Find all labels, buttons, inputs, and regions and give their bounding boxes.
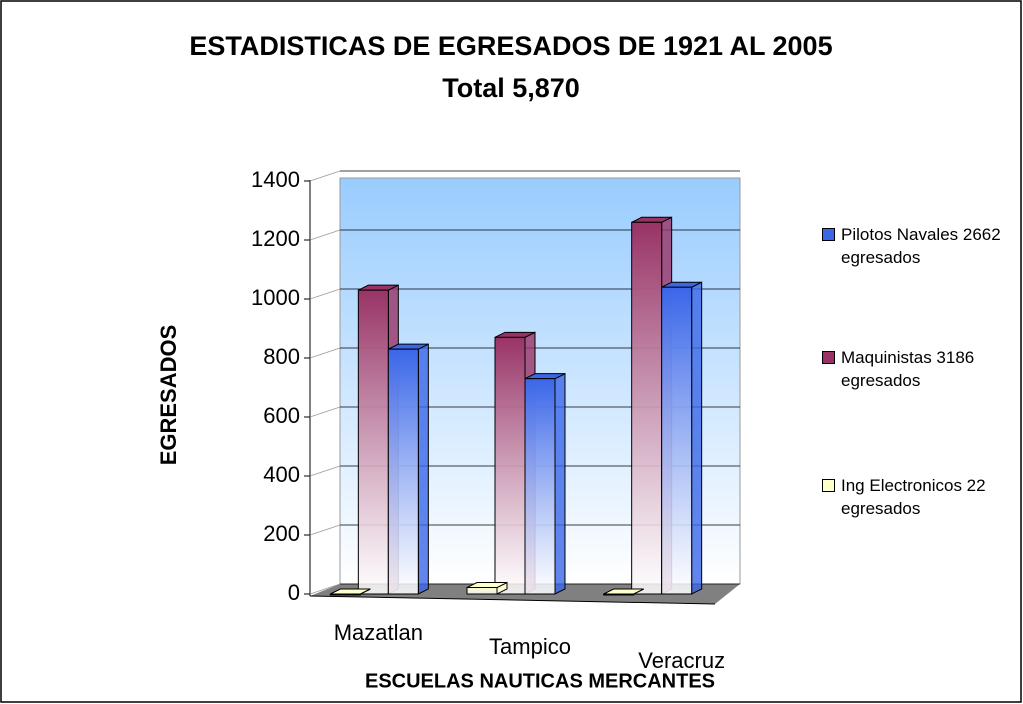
grid-line xyxy=(309,524,341,536)
x-tick-label: Mazatlan xyxy=(334,620,423,645)
x-axis-label: ESCUELAS NAUTICAS MERCANTES xyxy=(365,670,715,692)
x-tick-label: Veracruz xyxy=(638,648,725,673)
bar-front xyxy=(603,593,635,596)
legend-item: Pilotos Navales 2662 egresados xyxy=(822,223,1022,269)
grid-line xyxy=(309,288,341,300)
bar-front xyxy=(524,378,556,595)
bar xyxy=(387,343,429,595)
legend-label: Pilotos Navales 2662 egresados xyxy=(841,225,1001,267)
bar-front xyxy=(329,593,361,596)
y-tick-label: 800 xyxy=(263,344,300,369)
bar-front xyxy=(357,289,389,595)
y-tick-label: 600 xyxy=(263,403,300,428)
y-tick-label: 1400 xyxy=(251,167,300,192)
y-axis-label: EGRESADOS xyxy=(156,325,181,466)
y-tick-label: 200 xyxy=(263,521,300,546)
grid-line xyxy=(309,229,341,241)
y-tick-label: 400 xyxy=(263,462,300,487)
bar xyxy=(661,281,703,595)
bar xyxy=(603,588,644,596)
legend-swatch xyxy=(822,228,835,241)
grid-line xyxy=(309,583,341,595)
bar-side xyxy=(554,372,566,595)
y-tick-label: 0 xyxy=(288,580,300,605)
chart-title: ESTADISTICAS DE EGRESADOS DE 1921 AL 200… xyxy=(189,31,832,61)
bar-front xyxy=(494,336,526,595)
bar-front xyxy=(466,587,498,595)
bar xyxy=(524,372,566,595)
bar-front xyxy=(661,286,693,595)
bar xyxy=(466,581,508,595)
legend-swatch xyxy=(822,479,835,492)
bar-front xyxy=(631,221,663,595)
grid-line xyxy=(309,347,341,359)
legend-item: Ing Electronicos 22 egresados xyxy=(822,474,1022,520)
legend-label: Ing Electronicos 22 egresados xyxy=(841,476,986,518)
grid-line xyxy=(309,406,341,418)
bar xyxy=(329,588,371,596)
grid-line xyxy=(309,465,341,477)
x-tick-label: Tampico xyxy=(489,634,571,659)
y-tick-label: 1200 xyxy=(251,226,300,251)
legend-item: Maquinistas 3186 egresados xyxy=(822,346,1022,392)
legend-swatch xyxy=(822,351,835,364)
x-axis xyxy=(309,595,716,605)
y-tick-label: 1000 xyxy=(251,285,300,310)
chart-subtitle: Total 5,870 xyxy=(442,73,580,103)
bar-side xyxy=(417,343,429,595)
bar-front xyxy=(387,348,419,595)
legend-label: Maquinistas 3186 egresados xyxy=(841,348,975,390)
bar-side xyxy=(691,281,703,595)
grid-line xyxy=(309,170,341,182)
